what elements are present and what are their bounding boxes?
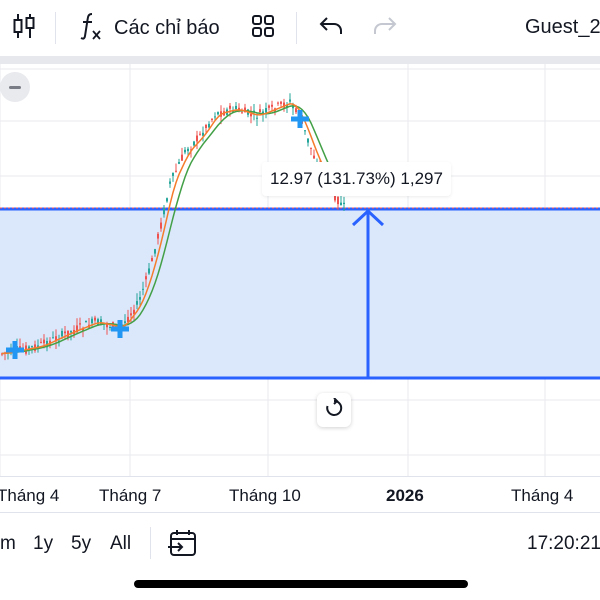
reset-icon bbox=[324, 396, 344, 423]
candle bbox=[277, 101, 279, 106]
candle bbox=[343, 196, 345, 211]
candle bbox=[181, 147, 183, 161]
chart-type-button[interactable] bbox=[12, 10, 36, 46]
bottom-toolbar: m 1y 5y All 17:20:21 bbox=[0, 512, 600, 572]
time-tick: Tháng 10 bbox=[229, 486, 301, 505]
indicators-button[interactable]: Các chỉ báo bbox=[78, 10, 220, 46]
time-tick: Tháng 4 bbox=[0, 486, 60, 505]
range-button-1y[interactable]: 1y bbox=[33, 533, 54, 554]
trade-marker[interactable] bbox=[291, 110, 309, 128]
trade-marker[interactable] bbox=[111, 320, 129, 338]
candle bbox=[37, 339, 39, 353]
home-indicator bbox=[134, 580, 468, 588]
candle bbox=[307, 138, 309, 147]
candle bbox=[205, 123, 207, 134]
reset-chart-button[interactable] bbox=[317, 393, 351, 427]
candle bbox=[151, 255, 153, 262]
time-tick: 2026 bbox=[386, 486, 424, 505]
candle bbox=[52, 331, 54, 339]
candle bbox=[139, 291, 141, 306]
candle bbox=[133, 304, 135, 321]
candle bbox=[154, 248, 156, 257]
candle bbox=[310, 147, 312, 156]
candlestick-icon bbox=[12, 12, 36, 45]
candle bbox=[145, 272, 147, 288]
candle bbox=[268, 104, 270, 111]
candle bbox=[55, 329, 57, 349]
user-name[interactable]: Guest_2 bbox=[525, 16, 600, 38]
candle bbox=[157, 231, 159, 245]
candle bbox=[160, 217, 162, 232]
candle bbox=[262, 109, 264, 122]
candle bbox=[196, 130, 198, 150]
time-tick: Tháng 4 bbox=[511, 486, 574, 505]
candle bbox=[175, 163, 177, 173]
range-button-5y[interactable]: 5y bbox=[71, 533, 92, 554]
candle bbox=[85, 320, 87, 323]
candle bbox=[217, 111, 219, 116]
candle bbox=[259, 104, 261, 113]
toolbar-divider bbox=[0, 56, 600, 64]
candle bbox=[265, 102, 267, 119]
candle bbox=[178, 158, 180, 165]
candle bbox=[184, 147, 186, 155]
candle bbox=[169, 178, 171, 188]
candle bbox=[304, 130, 306, 135]
candle bbox=[148, 263, 150, 275]
candle bbox=[313, 149, 315, 160]
chart-pane[interactable] bbox=[0, 64, 600, 476]
redo-icon bbox=[372, 15, 398, 42]
candle bbox=[280, 100, 282, 108]
candle bbox=[40, 338, 42, 344]
undo-button[interactable] bbox=[318, 10, 344, 46]
candle bbox=[166, 197, 168, 203]
candle bbox=[271, 100, 273, 112]
time-axis[interactable]: Tháng 4 Tháng 7 Tháng 10 2026 Tháng 4 bbox=[0, 476, 600, 512]
bottom-separator bbox=[150, 527, 151, 559]
candle bbox=[193, 140, 195, 148]
top-toolbar: Các chỉ báo Guest_2 bbox=[0, 0, 600, 56]
candle bbox=[172, 172, 174, 182]
candle bbox=[340, 195, 342, 206]
candle bbox=[223, 107, 225, 117]
toolbar-separator bbox=[55, 12, 56, 44]
redo-button[interactable] bbox=[372, 10, 398, 46]
candle bbox=[283, 98, 285, 112]
candle bbox=[250, 106, 252, 124]
candle bbox=[109, 324, 111, 331]
candle bbox=[79, 317, 81, 331]
candle bbox=[211, 117, 213, 123]
go-to-date-button[interactable] bbox=[168, 529, 198, 562]
candle bbox=[289, 93, 291, 104]
measure-arrow-head bbox=[351, 208, 385, 227]
range-button-all[interactable]: All bbox=[110, 533, 132, 554]
candle bbox=[163, 205, 165, 218]
range-button[interactable]: m bbox=[0, 533, 16, 554]
calendar-goto-icon bbox=[168, 530, 198, 561]
grid-layout-icon bbox=[251, 14, 275, 43]
candle bbox=[337, 195, 339, 210]
clock: 17:20:21 bbox=[527, 533, 600, 554]
candle bbox=[136, 293, 138, 310]
indicators-label: Các chỉ báo bbox=[114, 16, 220, 39]
minus-icon bbox=[9, 85, 21, 89]
time-tick: Tháng 7 bbox=[99, 486, 162, 505]
price-chart[interactable] bbox=[0, 64, 600, 476]
collapse-button[interactable] bbox=[0, 72, 30, 102]
trade-marker[interactable] bbox=[6, 341, 24, 359]
layout-button[interactable] bbox=[251, 10, 275, 46]
moving-average-fast bbox=[1, 103, 339, 355]
moving-average-slow bbox=[1, 105, 345, 355]
price-range-box[interactable] bbox=[0, 207, 600, 380]
candle bbox=[199, 131, 201, 136]
toolbar-separator bbox=[296, 12, 297, 44]
fx-icon bbox=[78, 11, 104, 46]
candle bbox=[70, 330, 72, 341]
candle bbox=[142, 281, 144, 296]
undo-icon bbox=[318, 15, 344, 42]
candle bbox=[94, 315, 96, 323]
measure-label: 12.97 (131.73%) 1,297 bbox=[262, 162, 451, 196]
candle bbox=[202, 126, 204, 142]
